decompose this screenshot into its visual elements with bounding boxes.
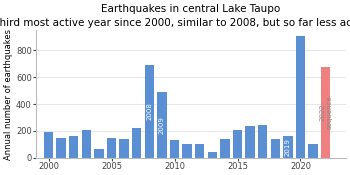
Bar [296,36,305,158]
Bar [44,132,53,158]
Bar [245,126,255,158]
Bar [283,136,293,158]
Bar [56,138,66,158]
Title: Earthquakes in central Lake Taupo
2022 is third most active year since 2000, sim: Earthquakes in central Lake Taupo 2022 i… [0,4,350,28]
Text: 2008: 2008 [146,102,152,120]
Bar [107,138,116,158]
Bar [233,130,242,158]
Y-axis label: Annual number of earthquakes: Annual number of earthquakes [4,29,13,159]
Bar [119,139,129,158]
Bar [170,140,179,158]
Bar [182,144,192,158]
Bar [82,130,91,158]
Bar [132,128,141,158]
Bar [308,144,318,158]
Bar [94,149,104,158]
Text: 2022
sequence: 2022 sequence [319,95,332,129]
Bar [145,65,154,158]
Bar [258,125,267,158]
Bar [69,136,78,158]
Bar [195,144,204,158]
Bar [208,152,217,158]
Bar [157,92,167,158]
Text: 2019: 2019 [285,138,291,156]
Bar [321,66,330,158]
Text: 2009: 2009 [159,116,165,134]
Bar [271,139,280,158]
Bar [220,139,230,158]
